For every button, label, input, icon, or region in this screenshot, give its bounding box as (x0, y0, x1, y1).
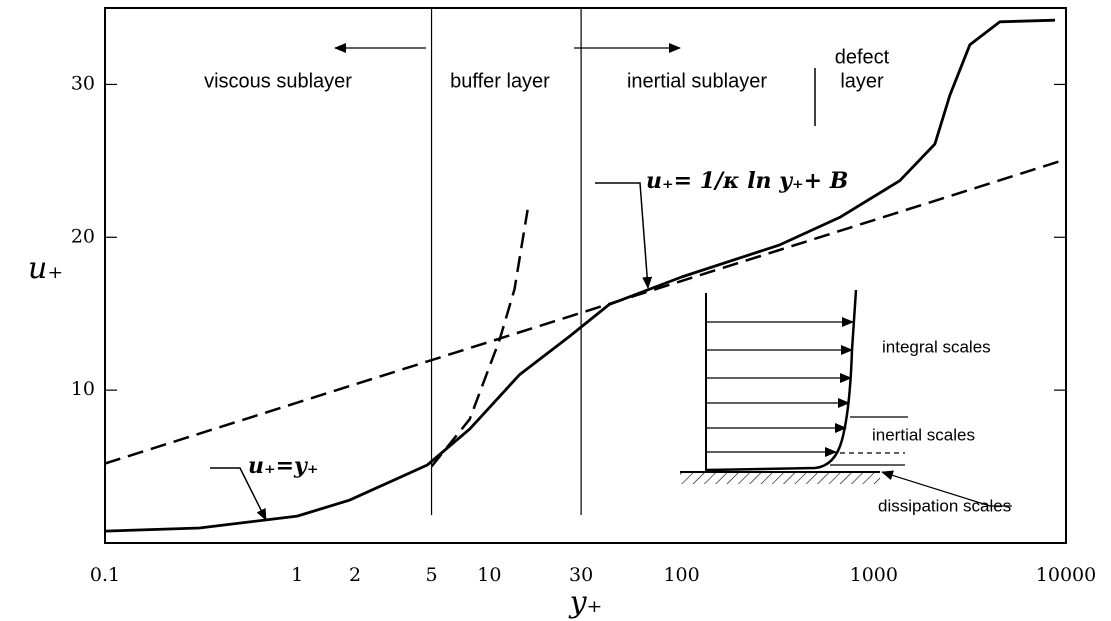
x-tick-label: 1 (291, 564, 303, 586)
x-tick-label: 1000 (850, 564, 898, 586)
y-tick-label: 10 (71, 378, 95, 400)
data-line (430, 209, 529, 468)
y-tick-label: 20 (71, 225, 95, 247)
region-label: viscous sublayer (204, 70, 352, 92)
inset-label: integral scales (882, 337, 991, 356)
x-tick-label: 5 (425, 564, 437, 586)
region-label: buffer layer (450, 70, 550, 92)
data-line (104, 158, 1067, 465)
x-tick-label: 30 (569, 564, 593, 586)
data-line (104, 18, 1056, 533)
inset-label: dissipation scales (878, 496, 1011, 515)
x-tick-label: 100 (663, 564, 699, 586)
inset-label: inertial scales (872, 425, 975, 444)
annotation-arrow (210, 467, 267, 521)
region-label: layer (840, 70, 884, 92)
x-tick-label: 0.1 (90, 564, 120, 586)
annotation-arrow (595, 182, 653, 289)
plot-area: 10 20 30 0.1 1 2 5 10 30 100 1000 10000 (71, 8, 1096, 586)
x-tick-label: 10 (477, 564, 501, 586)
x-axis-label: y₊ (568, 585, 603, 620)
y-tick-label: 30 (71, 72, 95, 94)
annotation: u₊= 1/κ ln y₊+ B (646, 168, 848, 194)
inset: integral scales inertial scales dissipat… (680, 289, 1012, 515)
plot-frame (104, 7, 1067, 544)
x-tick-label: 2 (349, 564, 361, 586)
y-axis-label: u₊ (28, 251, 63, 286)
region-label: inertial sublayer (627, 70, 767, 92)
x-tick-label: 10000 (1036, 564, 1096, 586)
region-label: defect (835, 46, 890, 68)
annotation: u₊=y₊ (248, 453, 318, 479)
